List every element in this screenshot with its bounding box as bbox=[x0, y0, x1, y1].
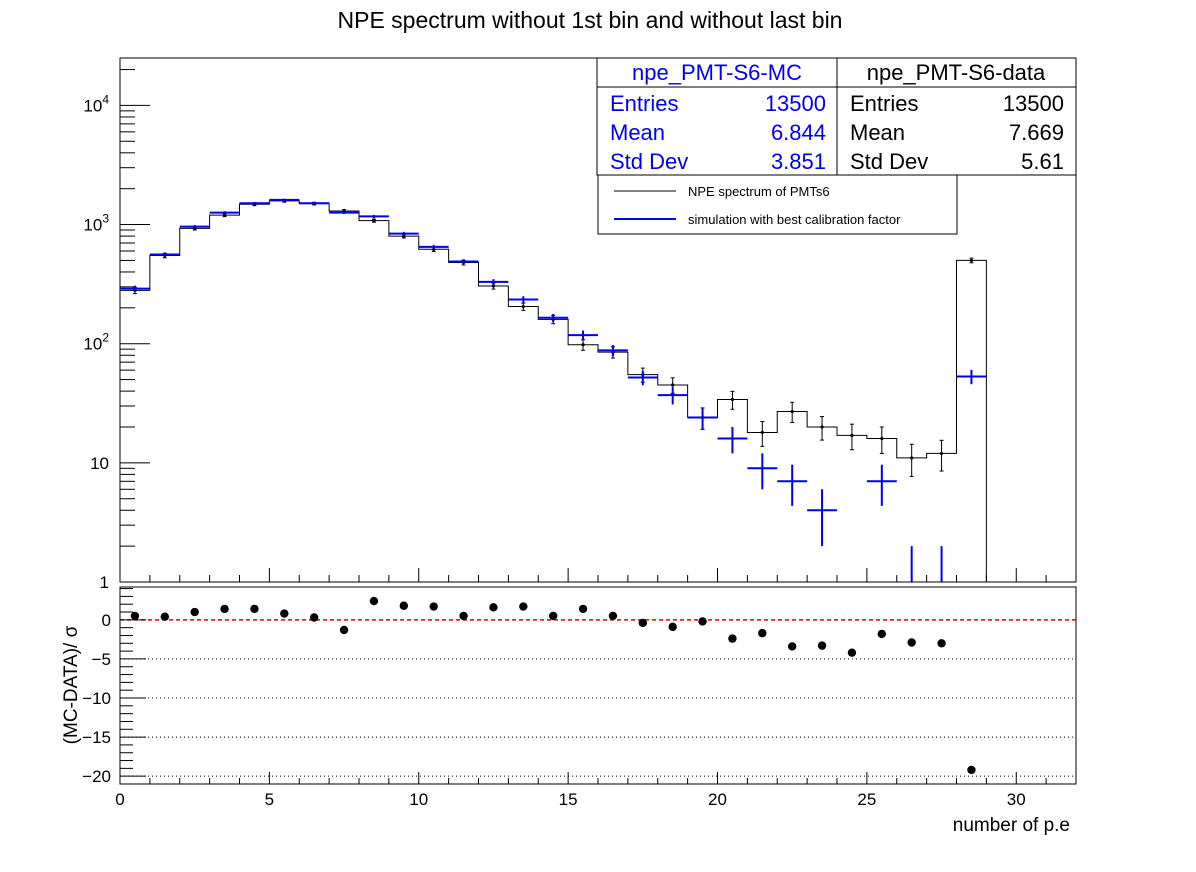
data-point bbox=[910, 456, 914, 460]
data-point bbox=[521, 304, 525, 309]
x-tick-label: 25 bbox=[857, 790, 876, 809]
residual-point bbox=[280, 609, 289, 618]
residual-point bbox=[847, 648, 857, 657]
stats-data-label-entries: Entries bbox=[850, 91, 918, 116]
residual-point bbox=[190, 607, 199, 617]
stats-mc-value-stddev: 3.851 bbox=[771, 149, 826, 174]
residual-point bbox=[758, 628, 767, 638]
x-tick-label: 30 bbox=[1007, 790, 1026, 809]
residual-point bbox=[429, 602, 438, 611]
y-tick-label: 104 bbox=[83, 92, 109, 115]
residual-point bbox=[309, 613, 319, 622]
y-tick-label: −20 bbox=[82, 767, 111, 786]
data-point bbox=[730, 397, 735, 402]
residual-point bbox=[369, 596, 379, 606]
data-histogram bbox=[119, 199, 987, 582]
y-tick-label: −5 bbox=[92, 650, 111, 669]
stats-mc-label-mean: Mean bbox=[610, 120, 665, 145]
residual-point bbox=[877, 629, 887, 639]
residual-point bbox=[787, 642, 797, 651]
residual-point bbox=[578, 604, 588, 614]
x-tick-label: 20 bbox=[708, 790, 727, 809]
x-tick-label: 10 bbox=[409, 790, 428, 809]
legend: NPE spectrum of PMTs6 simulation with be… bbox=[597, 174, 958, 235]
top-y-axis: 1 10 102 103 104 bbox=[83, 69, 150, 592]
residual-point bbox=[459, 611, 468, 621]
residual-point bbox=[250, 604, 259, 614]
residual-point bbox=[489, 603, 498, 612]
y-tick-label: 0 bbox=[102, 611, 111, 630]
y-axis-label: (MC-DATA)/ σ bbox=[61, 625, 82, 744]
top-x-ticks bbox=[119, 568, 1077, 582]
residual-point bbox=[608, 611, 618, 621]
stats-data-value-stddev: 5.61 bbox=[1021, 149, 1064, 174]
stats-mc-name: npe_PMT-S6-MC bbox=[632, 60, 802, 85]
residual-point bbox=[399, 601, 409, 610]
residual-points bbox=[130, 596, 976, 775]
data-point bbox=[760, 430, 764, 435]
data-point bbox=[790, 409, 794, 414]
residual-point bbox=[339, 625, 349, 635]
data-point bbox=[939, 451, 944, 456]
stats-mc-label-stddev: Std Dev bbox=[610, 149, 688, 174]
legend-label-mc: simulation with best calibration factor bbox=[688, 212, 901, 227]
stats-data-label-stddev: Std Dev bbox=[850, 149, 928, 174]
data-point bbox=[372, 218, 376, 223]
data-point bbox=[491, 284, 496, 288]
residual-point bbox=[817, 641, 827, 650]
data-point bbox=[222, 213, 227, 217]
x-axis-label: number of p.e bbox=[953, 815, 1070, 836]
y-tick-label: −15 bbox=[82, 728, 111, 747]
residual-point bbox=[638, 618, 648, 628]
y-tick-label: −10 bbox=[82, 689, 111, 708]
stats-data-name: npe_PMT-S6-data bbox=[867, 60, 1046, 85]
data-step-line bbox=[119, 200, 987, 582]
chart-title: NPE spectrum without 1st bin and without… bbox=[338, 7, 843, 33]
residual-point bbox=[907, 638, 916, 647]
residual-point bbox=[967, 765, 976, 775]
residual-point bbox=[130, 611, 140, 621]
stats-mc-value-mean: 6.844 bbox=[771, 120, 826, 145]
bottom-axes: 0−5−10−15−200 5 10 15 20 25 30 bbox=[82, 588, 1077, 809]
stats-box-data: npe_PMT-S6-data Entries 13500 Mean 7.669… bbox=[836, 57, 1077, 176]
x-tick-label: 0 bbox=[115, 790, 124, 809]
x-tick-label: 15 bbox=[559, 790, 578, 809]
stats-box-mc: npe_PMT-S6-MC Entries 13500 Mean 6.844 S… bbox=[596, 57, 838, 176]
mc-histogram bbox=[120, 198, 987, 582]
stats-mc-value-entries: 13500 bbox=[765, 91, 826, 116]
y-tick-label: 102 bbox=[83, 331, 109, 354]
y-tick-label: 1 bbox=[100, 573, 109, 592]
data-point bbox=[820, 425, 824, 429]
data-point bbox=[581, 343, 585, 347]
residual-point bbox=[698, 617, 707, 626]
residual-point bbox=[668, 622, 677, 632]
stats-data-label-mean: Mean bbox=[850, 120, 905, 145]
residual-point bbox=[220, 604, 229, 614]
legend-label-data: NPE spectrum of PMTs6 bbox=[688, 184, 830, 199]
residual-point bbox=[728, 634, 737, 643]
stats-mc-label-entries: Entries bbox=[610, 91, 678, 116]
data-point bbox=[969, 258, 974, 263]
data-point bbox=[880, 436, 884, 441]
data-point bbox=[671, 383, 675, 387]
bottom-plot-frame bbox=[119, 586, 1077, 785]
y-tick-label: 10 bbox=[90, 454, 109, 473]
residual-point bbox=[519, 602, 528, 611]
residual-point bbox=[548, 611, 558, 621]
residual-point bbox=[160, 612, 170, 621]
stats-data-value-mean: 7.669 bbox=[1009, 120, 1064, 145]
bottom-gridlines bbox=[120, 619, 1076, 777]
data-point bbox=[850, 433, 854, 437]
x-tick-label: 5 bbox=[265, 790, 274, 809]
y-tick-label: 103 bbox=[83, 212, 109, 235]
residual-point bbox=[937, 639, 946, 648]
stats-data-value-entries: 13500 bbox=[1003, 91, 1064, 116]
